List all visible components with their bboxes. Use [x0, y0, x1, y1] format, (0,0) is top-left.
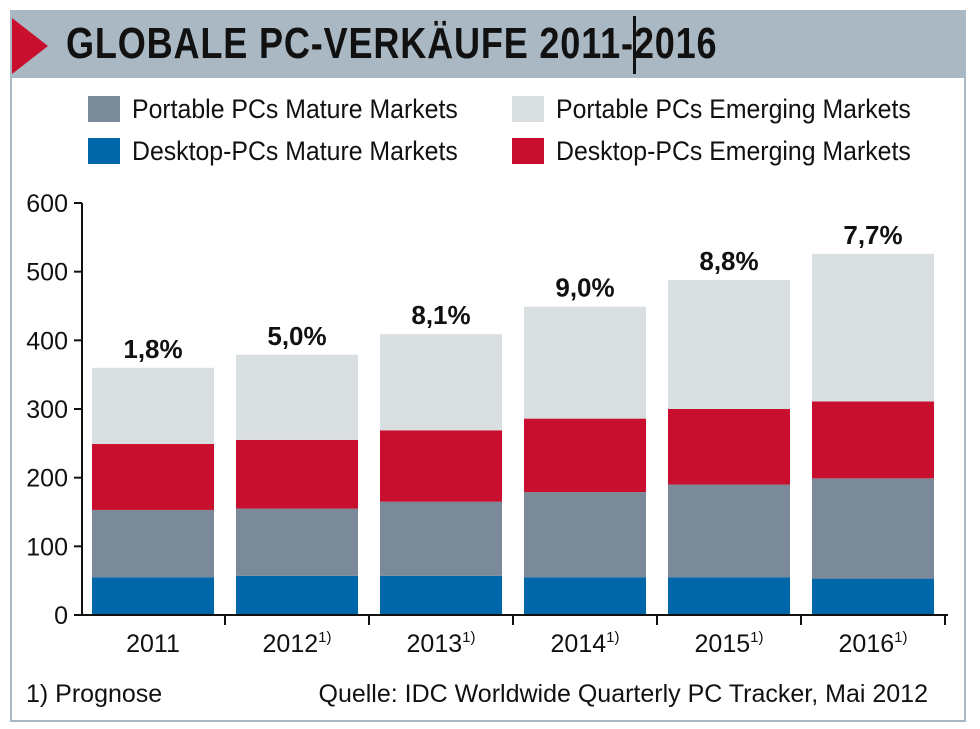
- bar-segment: [668, 279, 790, 409]
- title-bar: [12, 12, 964, 78]
- bar-segment: [380, 575, 502, 615]
- bar-segment: [524, 492, 646, 578]
- legend-swatch: [88, 96, 120, 122]
- legend-item-portable-emerging: Portable PCs Emerging Markets: [512, 92, 942, 126]
- legend-item-desktop-emerging: Desktop-PCs Emerging Markets: [512, 134, 942, 168]
- bar-segment: [92, 444, 214, 510]
- title-arrow-icon: [12, 18, 48, 74]
- bar-segment: [236, 439, 358, 509]
- data-label: 7,7%: [843, 220, 902, 250]
- legend-item-portable-mature: Portable PCs Mature Markets: [88, 92, 486, 126]
- title-divider: [633, 16, 636, 74]
- legend-label: Desktop-PCs Mature Markets: [132, 135, 458, 166]
- data-label: 5,0%: [267, 321, 326, 351]
- x-tick-label: 20141): [551, 629, 620, 658]
- x-tick-label: 2011: [126, 630, 180, 658]
- bar-segment: [524, 577, 646, 615]
- y-tick-label: 500: [26, 259, 68, 287]
- y-tick-label: 300: [26, 396, 68, 424]
- bar-segment: [812, 578, 934, 615]
- footnote-prognose: 1) Prognose: [26, 680, 163, 708]
- y-tick-label: 0: [54, 602, 68, 630]
- legend-swatch: [88, 138, 120, 164]
- legend-swatch: [512, 138, 544, 164]
- data-label: 8,1%: [411, 300, 470, 330]
- x-tick-label: 20121): [263, 629, 332, 658]
- y-tick-label: 200: [26, 465, 68, 493]
- bar-segment: [92, 577, 214, 615]
- bar-segment: [524, 306, 646, 419]
- bar-segment: [668, 484, 790, 578]
- x-tick-label: 20161): [839, 629, 908, 658]
- y-tick-label: 600: [26, 190, 68, 218]
- bar-segment: [668, 577, 790, 615]
- bar-segment: [524, 418, 646, 493]
- bar-segment: [92, 367, 214, 445]
- y-tick-label: 400: [26, 327, 68, 355]
- x-tick-label: 20151): [695, 629, 764, 658]
- legend-label: Desktop-PCs Emerging Markets: [556, 135, 911, 166]
- bar-segment: [668, 409, 790, 485]
- legend-item-desktop-mature: Desktop-PCs Mature Markets: [88, 134, 486, 168]
- chart-title: GLOBALE PC-VERKÄUFE 2011-2016: [66, 19, 718, 68]
- legend-label: Portable PCs Mature Markets: [132, 93, 458, 124]
- bar-segment: [236, 575, 358, 615]
- legend-swatch: [512, 96, 544, 122]
- bar-segment: [812, 253, 934, 402]
- source-note: Quelle: IDC Worldwide Quarterly PC Track…: [318, 680, 929, 708]
- legend-label: Portable PCs Emerging Markets: [556, 93, 911, 124]
- bar-segment: [380, 334, 502, 431]
- bar-segment: [812, 478, 934, 579]
- bar-segment: [812, 401, 934, 479]
- x-tick-label: 20131): [407, 629, 476, 658]
- data-label: 1,8%: [123, 334, 182, 364]
- bar-segment: [236, 508, 358, 576]
- data-label: 8,8%: [699, 246, 758, 276]
- data-label: 9,0%: [555, 273, 614, 303]
- bar-segment: [92, 509, 214, 578]
- bar-segment: [380, 430, 502, 502]
- bar-segment: [236, 354, 358, 440]
- bar-segment: [380, 501, 502, 576]
- y-tick-label: 100: [26, 533, 68, 561]
